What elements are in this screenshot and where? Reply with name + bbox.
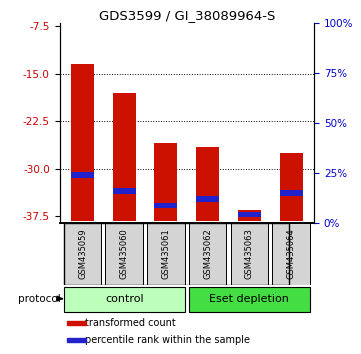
Text: Eset depletion: Eset depletion xyxy=(209,294,289,304)
Bar xyxy=(189,287,310,312)
Bar xyxy=(105,223,143,285)
Bar xyxy=(113,93,136,221)
Bar xyxy=(67,321,86,325)
Bar xyxy=(67,338,86,342)
Bar xyxy=(71,64,94,221)
Bar xyxy=(64,287,185,312)
Text: GSM435061: GSM435061 xyxy=(161,228,170,279)
Bar xyxy=(196,196,219,202)
Text: GSM435064: GSM435064 xyxy=(287,228,296,279)
Title: GDS3599 / GI_38089964-S: GDS3599 / GI_38089964-S xyxy=(99,9,275,22)
Text: GSM435063: GSM435063 xyxy=(245,228,254,279)
Text: control: control xyxy=(105,294,144,304)
Text: GSM435059: GSM435059 xyxy=(78,228,87,279)
Bar xyxy=(272,223,310,285)
Text: GSM435060: GSM435060 xyxy=(120,228,129,279)
Bar xyxy=(280,190,303,196)
Bar xyxy=(71,172,94,178)
Bar xyxy=(280,153,303,221)
Bar xyxy=(64,223,289,285)
Bar xyxy=(238,212,261,217)
Text: transformed count: transformed count xyxy=(85,318,176,328)
Bar xyxy=(196,147,219,221)
Bar xyxy=(113,188,136,194)
Bar xyxy=(147,223,185,285)
Bar xyxy=(64,223,101,285)
Text: GSM435062: GSM435062 xyxy=(203,228,212,279)
Bar xyxy=(155,143,177,221)
Text: percentile rank within the sample: percentile rank within the sample xyxy=(85,335,250,344)
Bar xyxy=(231,223,268,285)
Text: protocol: protocol xyxy=(18,294,60,304)
Bar xyxy=(155,203,177,209)
Bar xyxy=(189,223,226,285)
Bar xyxy=(238,210,261,221)
